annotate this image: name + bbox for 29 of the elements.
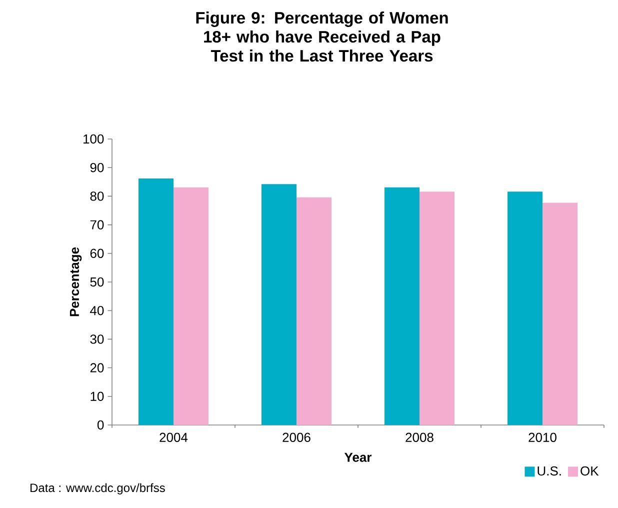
bar (384, 187, 420, 425)
y-tick-label: 70 (90, 220, 104, 230)
y-tick-label: 30 (90, 334, 104, 344)
y-tick-label: 80 (90, 192, 104, 201)
bar (508, 192, 542, 425)
x-tick-label: 2008 (406, 432, 434, 442)
y-tick-label: 60 (90, 248, 104, 258)
text: Data : www.cdc.gov/brfss (30, 483, 165, 494)
y-tick-label: 20 (90, 363, 104, 372)
y-axis-title: Percentage (70, 247, 82, 316)
x-tick-label: 2010 (528, 432, 556, 442)
y-tick-label: 0 (97, 420, 104, 430)
legend-label: U.S. (538, 466, 561, 476)
y-tick-label: 100 (84, 134, 104, 144)
chart-title: Figure 9: Percentage of Women 18+ who have Received a Pap Test in the Last Three Years (196, 12, 448, 62)
y-tick-label: 10 (90, 392, 104, 401)
bar (420, 192, 455, 425)
x-tick-label: 2004 (160, 432, 188, 442)
bar (542, 202, 578, 425)
bar (174, 187, 209, 425)
y-tick-label: 50 (90, 277, 104, 287)
legend-label: OK (580, 466, 599, 476)
x-tick-label: 2006 (282, 432, 310, 442)
bar (296, 197, 332, 425)
bar (262, 184, 297, 425)
y-tick-label: 40 (90, 306, 104, 316)
y-tick-label: 90 (90, 162, 104, 172)
x-axis-title: Year (344, 452, 372, 462)
bar (138, 178, 174, 425)
